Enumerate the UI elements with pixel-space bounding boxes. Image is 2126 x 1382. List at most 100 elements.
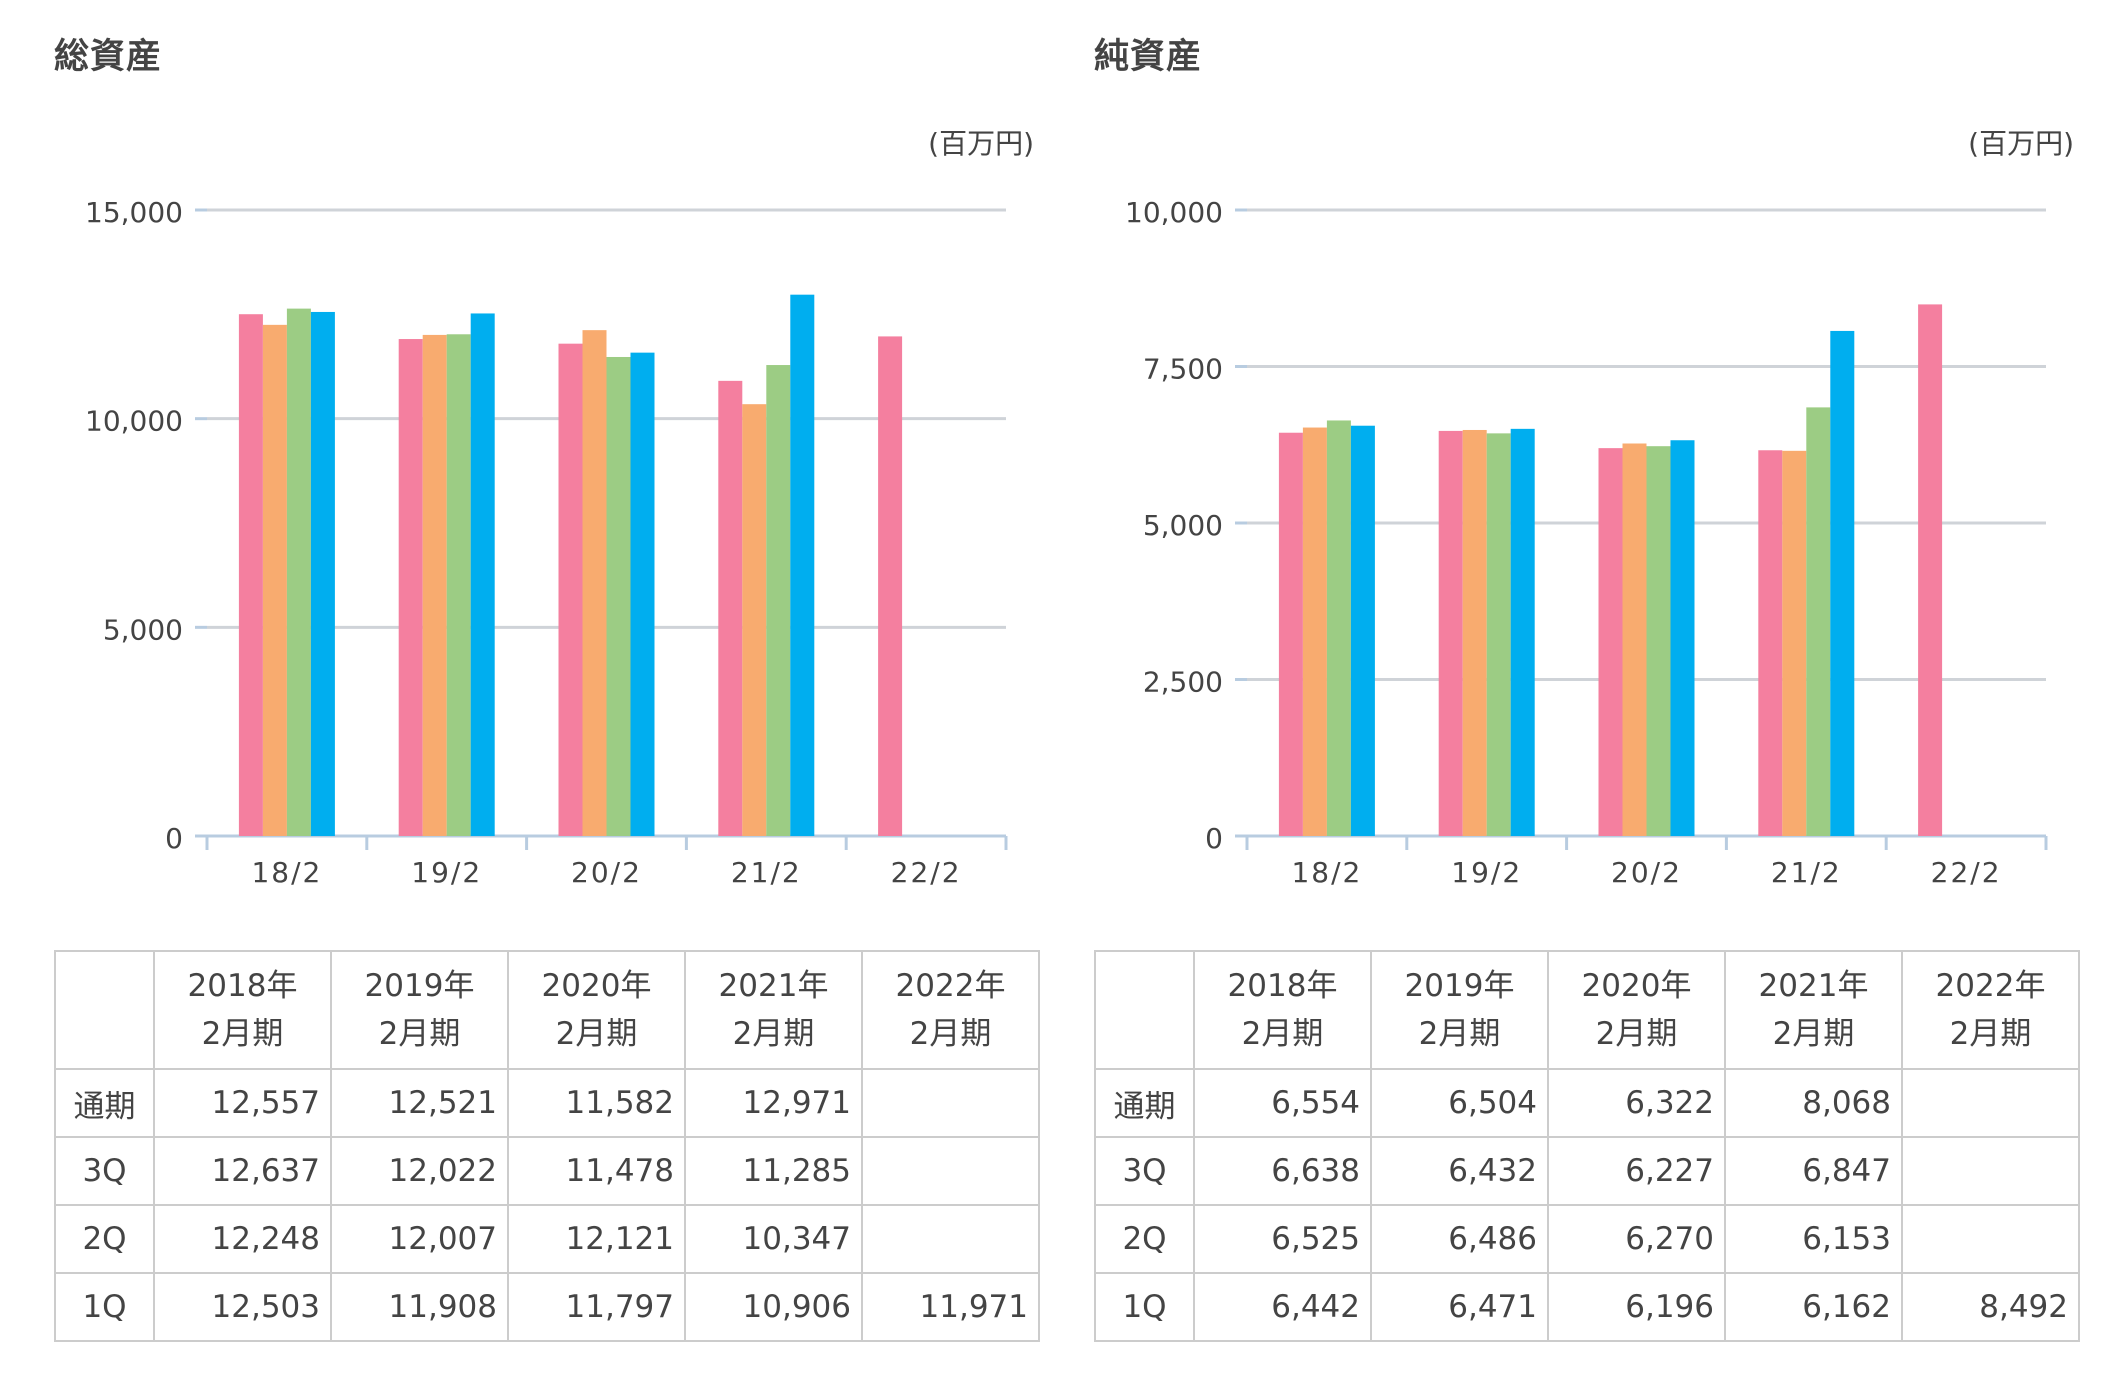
table-cell: [1901, 1136, 2080, 1206]
bar-20-2-2: [606, 356, 631, 836]
table-cell: 6,554: [1193, 1068, 1372, 1138]
unit-label: (百万円): [1968, 127, 2074, 160]
bar-18-2-0: [238, 314, 263, 836]
table-cell: 10,347: [684, 1204, 863, 1274]
total-assets-chart: 0 5,000 10,000 15,000 18/2 19/2 20/2 21/2 22/2: [85, 196, 1008, 889]
x-tick-label: 20/2: [571, 856, 642, 889]
y-tick-label: 5,000: [1143, 509, 1223, 542]
table-row-header: 3Q: [54, 1136, 155, 1206]
y-tick-label: 0: [165, 822, 183, 855]
table-column-header: 2021年 2月期: [684, 950, 863, 1070]
table-cell: 11,478: [507, 1136, 686, 1206]
table-column-header: 2019年 2月期: [330, 950, 509, 1070]
bar-18-2-0: [1278, 432, 1303, 836]
table-cell: 12,521: [330, 1068, 509, 1138]
table-cell: 6,227: [1547, 1136, 1726, 1206]
y-tick-label: 10,000: [1125, 196, 1223, 229]
net-assets-panel: 純資産 (百万円) 0 2,500 5,000 7,500 10,000 18/2 19/2…: [1040, 0, 2080, 1382]
bar-21-2-3: [790, 294, 815, 836]
table-row: 2Q 6,525 6,486 6,270 6,153: [1094, 1204, 2080, 1274]
table-cell: 12,022: [330, 1136, 509, 1206]
table-cell: 6,525: [1193, 1204, 1372, 1274]
table-cell: 12,121: [507, 1204, 686, 1274]
table-column-header: 2019年 2月期: [1370, 950, 1549, 1070]
table-cell: [861, 1136, 1040, 1206]
table-cell: 6,432: [1370, 1136, 1549, 1206]
table-cell: 11,582: [507, 1068, 686, 1138]
table-cell: 6,196: [1547, 1272, 1726, 1342]
x-tick-label: 18/2: [251, 856, 322, 889]
table-cell: 6,162: [1724, 1272, 1903, 1342]
table-cell: 12,503: [153, 1272, 332, 1342]
net-assets-chart: 0 2,500 5,000 7,500 10,000 18/2 19/2 20/2 21/2 22…: [1125, 196, 2048, 889]
bar-20-2-0: [1598, 448, 1623, 836]
table-row: 通期 6,554 6,504 6,322 8,068: [1094, 1068, 2080, 1138]
table-cell: [861, 1068, 1040, 1138]
chart-title: 純資産: [1094, 37, 1203, 77]
bar-20-2-0: [558, 343, 583, 836]
x-tick-label: 21/2: [731, 856, 802, 889]
bar-19-2-1: [1462, 429, 1487, 836]
table-column-header: 2018年 2月期: [153, 950, 332, 1070]
table-cell: 11,971: [861, 1272, 1040, 1342]
table-cell: 10,906: [684, 1272, 863, 1342]
table-column-header: 2018年 2月期: [1193, 950, 1372, 1070]
table-cell: 6,442: [1193, 1272, 1372, 1342]
table-row: 3Q 12,637 12,022 11,478 11,285: [54, 1136, 1040, 1206]
table-row-header: 3Q: [1094, 1136, 1195, 1206]
bar-21-2-2: [766, 365, 791, 836]
table-cell: 12,007: [330, 1204, 509, 1274]
table-cell: 12,557: [153, 1068, 332, 1138]
bar-19-2-0: [398, 339, 423, 836]
x-tick-label: 22/2: [1931, 856, 2002, 889]
bar-18-2-1: [262, 324, 287, 836]
total-assets-table: 2018年 2月期 2019年 2月期 2020年 2月期 2021年 2月期 2022年 2月期…: [54, 950, 1040, 1342]
table-cell: [1901, 1204, 2080, 1274]
table-row: 1Q 6,442 6,471 6,196 6,162 8,492: [1094, 1272, 2080, 1342]
bar-18-2-3: [1350, 425, 1375, 836]
table-column-header: 2020年 2月期: [507, 950, 686, 1070]
bar-20-2-3: [1670, 440, 1695, 836]
table-row-header: 通期: [1094, 1068, 1195, 1138]
bar-19-2-3: [1510, 428, 1535, 836]
y-tick-label: 7,500: [1143, 353, 1223, 386]
x-tick-label: 22/2: [891, 856, 962, 889]
table-cell: 6,270: [1547, 1204, 1726, 1274]
bar-21-2-0: [1758, 450, 1783, 836]
x-tick-label: 19/2: [1451, 856, 1522, 889]
bar-18-2-3: [310, 311, 335, 836]
x-tick-label: 18/2: [1291, 856, 1362, 889]
table-row-header: 2Q: [1094, 1204, 1195, 1274]
table-row: 通期 12,557 12,521 11,582 12,971: [54, 1068, 1040, 1138]
bar-22-2-0: [1918, 304, 1943, 836]
table-cell: 6,153: [1724, 1204, 1903, 1274]
table-cell: 11,797: [507, 1272, 686, 1342]
bar-21-2-2: [1806, 407, 1831, 836]
table-cell: 11,285: [684, 1136, 863, 1206]
chart-title: 総資産: [54, 37, 163, 77]
table-cell: [1901, 1068, 2080, 1138]
net-assets-table: 2018年 2月期 2019年 2月期 2020年 2月期 2021年 2月期 2022年 2月期…: [1094, 950, 2080, 1342]
table-cell: 6,322: [1547, 1068, 1726, 1138]
bar-20-2-1: [582, 330, 607, 836]
table-corner: [54, 950, 155, 1070]
y-tick-label: 2,500: [1143, 666, 1223, 699]
table-cell: 6,471: [1370, 1272, 1549, 1342]
bar-19-2-1: [422, 334, 447, 836]
y-tick-label: 10,000: [85, 405, 183, 438]
bar-21-2-1: [1782, 450, 1807, 836]
bar-18-2-1: [1302, 427, 1327, 836]
bar-19-2-3: [470, 313, 495, 837]
table-cell: 6,504: [1370, 1068, 1549, 1138]
x-tick-label: 20/2: [1611, 856, 1682, 889]
unit-label: (百万円): [928, 127, 1034, 160]
bar-21-2-1: [742, 404, 767, 836]
y-tick-label: 5,000: [103, 613, 183, 646]
table-column-header: 2020年 2月期: [1547, 950, 1726, 1070]
table-cell: 11,908: [330, 1272, 509, 1342]
bar-20-2-1: [1622, 443, 1647, 836]
bar-18-2-2: [1326, 420, 1351, 836]
table-cell: 8,068: [1724, 1068, 1903, 1138]
x-tick-label: 21/2: [1771, 856, 1842, 889]
bar-21-2-3: [1830, 330, 1855, 836]
